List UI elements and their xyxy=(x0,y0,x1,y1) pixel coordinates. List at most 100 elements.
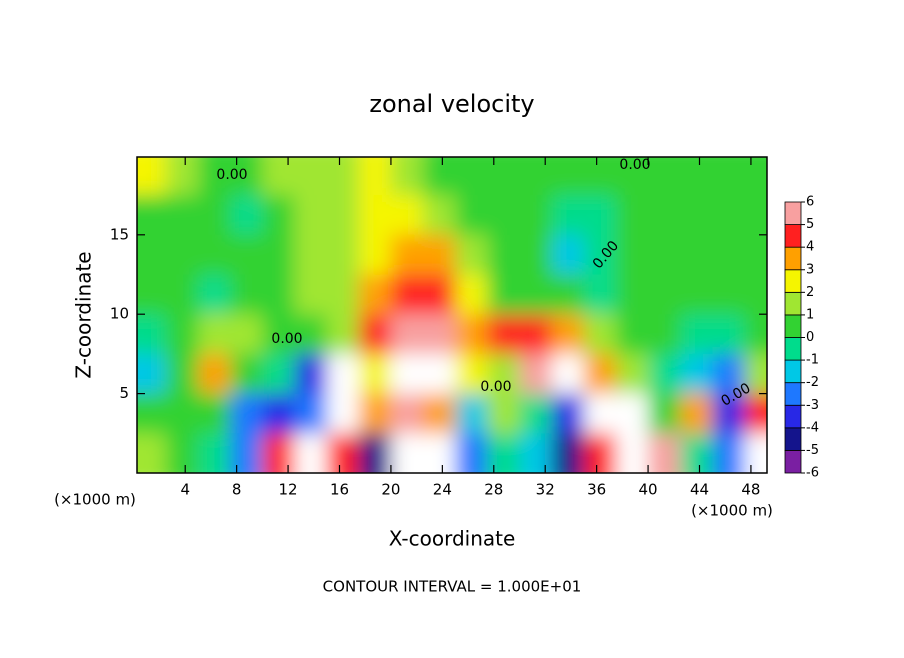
x-unit-label: (×1000 m) xyxy=(54,491,136,509)
x-tick-label: 16 xyxy=(330,481,349,499)
colorbar-label: -5 xyxy=(806,443,819,458)
heat-cell xyxy=(648,393,681,434)
heat-cell xyxy=(615,314,649,355)
heat-cell xyxy=(680,353,713,395)
heat-cell xyxy=(390,393,424,434)
heat-cell xyxy=(583,393,617,434)
heat-cell xyxy=(390,157,424,196)
heat-cell xyxy=(487,433,520,473)
colorbar-band xyxy=(784,224,802,248)
heat-cell xyxy=(648,274,681,315)
heat-cell xyxy=(551,157,585,196)
heat-cell xyxy=(230,195,263,236)
heat-cell xyxy=(583,314,617,355)
heat-cell xyxy=(744,433,767,473)
heat-cell xyxy=(519,353,553,395)
heat-cell xyxy=(262,353,295,395)
heat-cell xyxy=(262,274,295,315)
heat-cell xyxy=(230,314,263,355)
heat-cell xyxy=(487,353,520,395)
x-tick-label: 44 xyxy=(690,481,709,499)
heat-cell xyxy=(165,353,199,395)
heat-cell xyxy=(423,433,456,473)
heat-cell xyxy=(326,234,360,276)
colorbar-band xyxy=(784,382,802,406)
heat-cell xyxy=(198,234,231,276)
colorbar-band xyxy=(784,269,802,293)
heat-cell xyxy=(583,433,617,473)
heat-cell xyxy=(487,234,520,276)
heat-cell xyxy=(262,433,295,473)
heat-cell xyxy=(744,353,767,395)
heat-cell xyxy=(423,157,456,196)
heat-cell xyxy=(294,274,328,315)
x-tick-label: 28 xyxy=(484,481,503,499)
heat-cell xyxy=(423,314,456,355)
colorbar-label: 0 xyxy=(806,330,814,345)
heat-cell xyxy=(583,195,617,236)
heat-cell xyxy=(358,157,392,196)
heat-cell xyxy=(519,274,553,315)
heat-cell xyxy=(198,314,231,355)
heat-cell xyxy=(551,393,585,434)
heat-cell xyxy=(165,195,199,236)
heat-cell xyxy=(455,195,488,236)
x-tick-label: 4 xyxy=(180,481,190,499)
colorbar-band xyxy=(784,359,802,384)
colorbar-label: -1 xyxy=(806,353,819,368)
heat-cell xyxy=(615,274,649,315)
heat-cell xyxy=(712,393,745,434)
heat-cell xyxy=(198,157,231,196)
x-tick-label: 36 xyxy=(587,481,606,499)
x-tick-label: 8 xyxy=(232,481,242,499)
heat-cell xyxy=(294,195,328,236)
heat-cell xyxy=(326,353,360,395)
heat-cell xyxy=(358,353,392,395)
heat-cell xyxy=(712,353,745,395)
heat-cell xyxy=(198,195,231,236)
heat-cell xyxy=(551,433,585,473)
heat-cell xyxy=(583,353,617,395)
heat-cell xyxy=(358,195,392,236)
heat-cell xyxy=(648,157,681,196)
heat-cell xyxy=(423,234,456,276)
heat-cell xyxy=(712,195,745,236)
y-axis-label: Z-coordinate xyxy=(72,251,96,378)
heat-cell xyxy=(583,157,617,196)
heat-cell xyxy=(390,274,424,315)
colorbar-label: 2 xyxy=(806,285,814,300)
colorbar-label: 4 xyxy=(806,240,814,255)
heat-cell xyxy=(358,274,392,315)
x-tick-label: 24 xyxy=(433,481,452,499)
x-tick-label: 20 xyxy=(381,481,400,499)
heat-cell xyxy=(551,353,585,395)
contour-label: 0.00 xyxy=(480,379,511,395)
heat-cell xyxy=(680,234,713,276)
colorbar-band xyxy=(784,201,802,225)
heat-cell xyxy=(744,234,767,276)
contour-interval-note: CONTOUR INTERVAL = 1.000E+01 xyxy=(323,578,582,596)
heat-cell xyxy=(615,433,649,473)
heat-cell xyxy=(294,157,328,196)
plot-frame xyxy=(136,156,768,474)
heat-cell xyxy=(137,314,167,355)
heat-cell xyxy=(137,353,167,395)
heat-cell xyxy=(680,157,713,196)
heat-cell xyxy=(487,314,520,355)
heat-cell xyxy=(680,433,713,473)
heat-cell xyxy=(294,393,328,434)
heat-cell xyxy=(198,393,231,434)
heat-cell xyxy=(230,433,263,473)
heat-cell xyxy=(712,274,745,315)
heat-cell xyxy=(680,274,713,315)
chart-title: zonal velocity xyxy=(369,90,534,118)
heat-cell xyxy=(519,393,553,434)
heat-cell xyxy=(712,433,745,473)
y-tick-label: 15 xyxy=(110,225,129,243)
plot-area xyxy=(137,157,767,473)
heat-cell xyxy=(455,353,488,395)
heat-cell xyxy=(294,353,328,395)
y-tick-label: 5 xyxy=(119,384,129,402)
heat-cell xyxy=(423,393,456,434)
